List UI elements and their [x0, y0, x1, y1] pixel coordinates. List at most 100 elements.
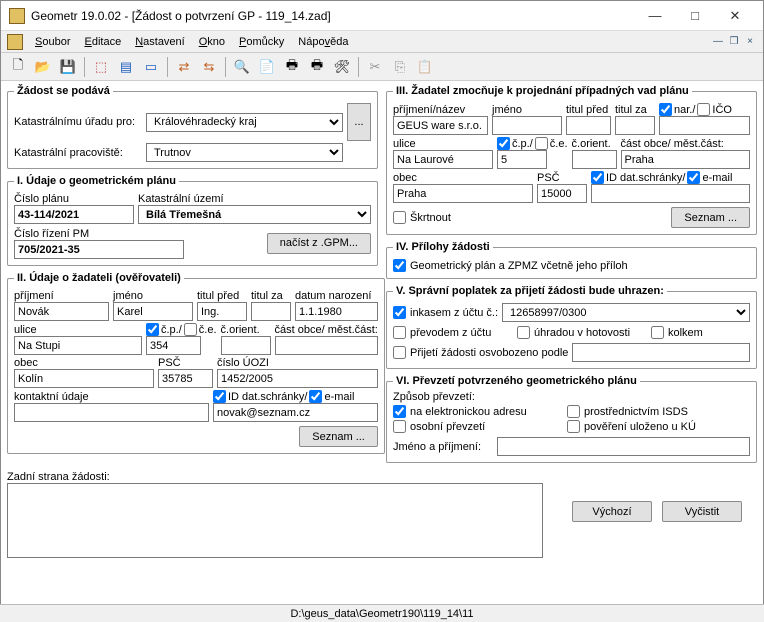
input-jmeno-6[interactable]	[497, 437, 750, 456]
legend-2: II. Údaje o žadateli (ověřovateli)	[14, 272, 184, 284]
checkbox-ico[interactable]	[697, 103, 710, 116]
menu-napoveda[interactable]: Nápověda	[292, 34, 354, 50]
menu-okno[interactable]: Okno	[193, 34, 231, 50]
input-obec[interactable]	[14, 369, 154, 388]
tool-icon-3[interactable]: ▭	[140, 56, 162, 78]
checkbox-ds[interactable]	[213, 390, 226, 403]
select-pracoviste[interactable]: Trutnov	[146, 143, 343, 162]
new-icon[interactable]: 🗋	[7, 56, 29, 78]
tool-icon-6[interactable]: 🛠	[331, 56, 353, 78]
tool-icon-1[interactable]: ⬚	[90, 56, 112, 78]
checkbox-cp-3[interactable]	[497, 137, 510, 150]
preview-icon[interactable]: 🔍	[231, 56, 253, 78]
tool-icon-4[interactable]: ⇄	[173, 56, 195, 78]
input-email[interactable]	[213, 403, 378, 422]
button-seznam-3[interactable]: Seznam ...	[671, 207, 750, 228]
input-tp-3[interactable]	[566, 116, 611, 135]
label-ulice-3: ulice	[393, 138, 493, 150]
checkbox-inkasem[interactable]	[393, 306, 406, 319]
button-nacist-gpm[interactable]: načíst z .GPM...	[267, 233, 371, 254]
button-vychozi[interactable]: Výchozí	[572, 501, 652, 522]
checkbox-prevodem[interactable]	[393, 326, 406, 339]
input-kontakt[interactable]	[14, 403, 209, 422]
input-jmeno-3[interactable]	[492, 116, 562, 135]
tool-icon-2[interactable]: ▤	[115, 56, 137, 78]
minimize-button[interactable]: —	[635, 2, 675, 30]
print-preview-icon[interactable]: 📄	[256, 56, 278, 78]
input-obec-3[interactable]	[393, 184, 533, 203]
input-prijmeni[interactable]	[14, 302, 109, 321]
button-vycistit[interactable]: Vyčistit	[662, 501, 742, 522]
label-gp-zpmz: Geometrický plán a ZPMZ včetně jeho příl…	[410, 260, 628, 272]
menu-soubor[interactable]: Soubor	[29, 34, 76, 50]
checkbox-isds[interactable]	[567, 405, 580, 418]
select-inkasem[interactable]: 12658997/0300	[502, 303, 750, 322]
input-psc-3[interactable]	[537, 184, 587, 203]
checkbox-elektron[interactable]	[393, 405, 406, 418]
select-uradu[interactable]: Královéhradecký kraj	[146, 113, 343, 132]
open-icon[interactable]: 📂	[32, 56, 54, 78]
checkbox-osobni[interactable]	[393, 420, 406, 433]
checkbox-cp[interactable]	[146, 323, 159, 336]
textarea-zadni[interactable]	[7, 483, 543, 558]
mdi-close[interactable]: ×	[743, 35, 757, 49]
label-psc-3: PSČ	[537, 172, 587, 184]
input-uozi[interactable]	[217, 369, 378, 388]
checkbox-email[interactable]	[309, 390, 322, 403]
menu-editace[interactable]: Editace	[78, 34, 127, 50]
save-icon[interactable]: 💾	[57, 56, 79, 78]
input-ds-3[interactable]	[591, 184, 750, 203]
checkbox-nar[interactable]	[659, 103, 672, 116]
input-osvobozeno[interactable]	[572, 343, 750, 362]
checkbox-ce-3[interactable]	[535, 137, 548, 150]
input-cislo-planu[interactable]	[14, 205, 134, 224]
checkbox-gp-zpmz[interactable]	[393, 259, 406, 272]
input-corient-3[interactable]	[572, 150, 617, 169]
input-narozeni[interactable]	[295, 302, 378, 321]
input-ulice[interactable]	[14, 336, 142, 355]
close-button[interactable]: ✕	[715, 2, 755, 30]
print2-icon[interactable]: 🖶	[306, 56, 328, 78]
input-titul-pred[interactable]	[197, 302, 247, 321]
checkbox-ce[interactable]	[184, 323, 197, 336]
group-2: II. Údaje o žadateli (ověřovateli) příjm…	[7, 272, 385, 454]
checkbox-osvobozeno[interactable]	[393, 346, 406, 359]
input-cislo-rizeni[interactable]	[14, 240, 184, 259]
input-cp[interactable]	[146, 336, 201, 355]
input-prijmeni-3[interactable]	[393, 116, 488, 135]
checkbox-povereni[interactable]	[567, 420, 580, 433]
input-titul-za[interactable]	[251, 302, 291, 321]
label-ulice: ulice	[14, 324, 142, 336]
input-ulice-3[interactable]	[393, 150, 493, 169]
paste-icon: 📋	[414, 56, 436, 78]
button-seznam-2[interactable]: Seznam ...	[299, 426, 378, 447]
maximize-button[interactable]: □	[675, 2, 715, 30]
checkbox-hotovost[interactable]	[517, 326, 530, 339]
label-corient-3: č.orient.	[572, 138, 617, 150]
input-jmeno[interactable]	[113, 302, 193, 321]
cut-icon: ✂	[364, 56, 386, 78]
input-psc[interactable]	[158, 369, 213, 388]
checkbox-kolkem[interactable]	[651, 326, 664, 339]
mdi-minimize[interactable]: —	[711, 35, 725, 49]
label-ku: Katastrální území	[138, 193, 371, 205]
input-cp-3[interactable]	[497, 150, 547, 169]
input-tz-3[interactable]	[615, 116, 655, 135]
tool-icon-5[interactable]: ⇆	[198, 56, 220, 78]
browse-button[interactable]: ...	[347, 103, 371, 141]
label-jmeno: jméno	[113, 290, 193, 302]
checkbox-ds-3[interactable]	[591, 171, 604, 184]
checkbox-email-3[interactable]	[687, 171, 700, 184]
mdi-restore[interactable]: ❐	[727, 35, 741, 49]
input-cast-3[interactable]	[621, 150, 750, 169]
select-ku[interactable]: Bílá Třemešná	[138, 205, 371, 224]
menu-pomucky[interactable]: Pomůcky	[233, 34, 290, 50]
label-cislo-rizeni: Číslo řízení PM	[14, 228, 184, 240]
checkbox-skrtnout[interactable]	[393, 211, 406, 224]
app-icon	[9, 8, 25, 24]
input-cast[interactable]	[275, 336, 378, 355]
print-icon[interactable]: 🖶	[281, 56, 303, 78]
menu-nastaveni[interactable]: Nastavení	[129, 34, 191, 50]
input-corient[interactable]	[221, 336, 271, 355]
input-ico[interactable]	[659, 116, 750, 135]
